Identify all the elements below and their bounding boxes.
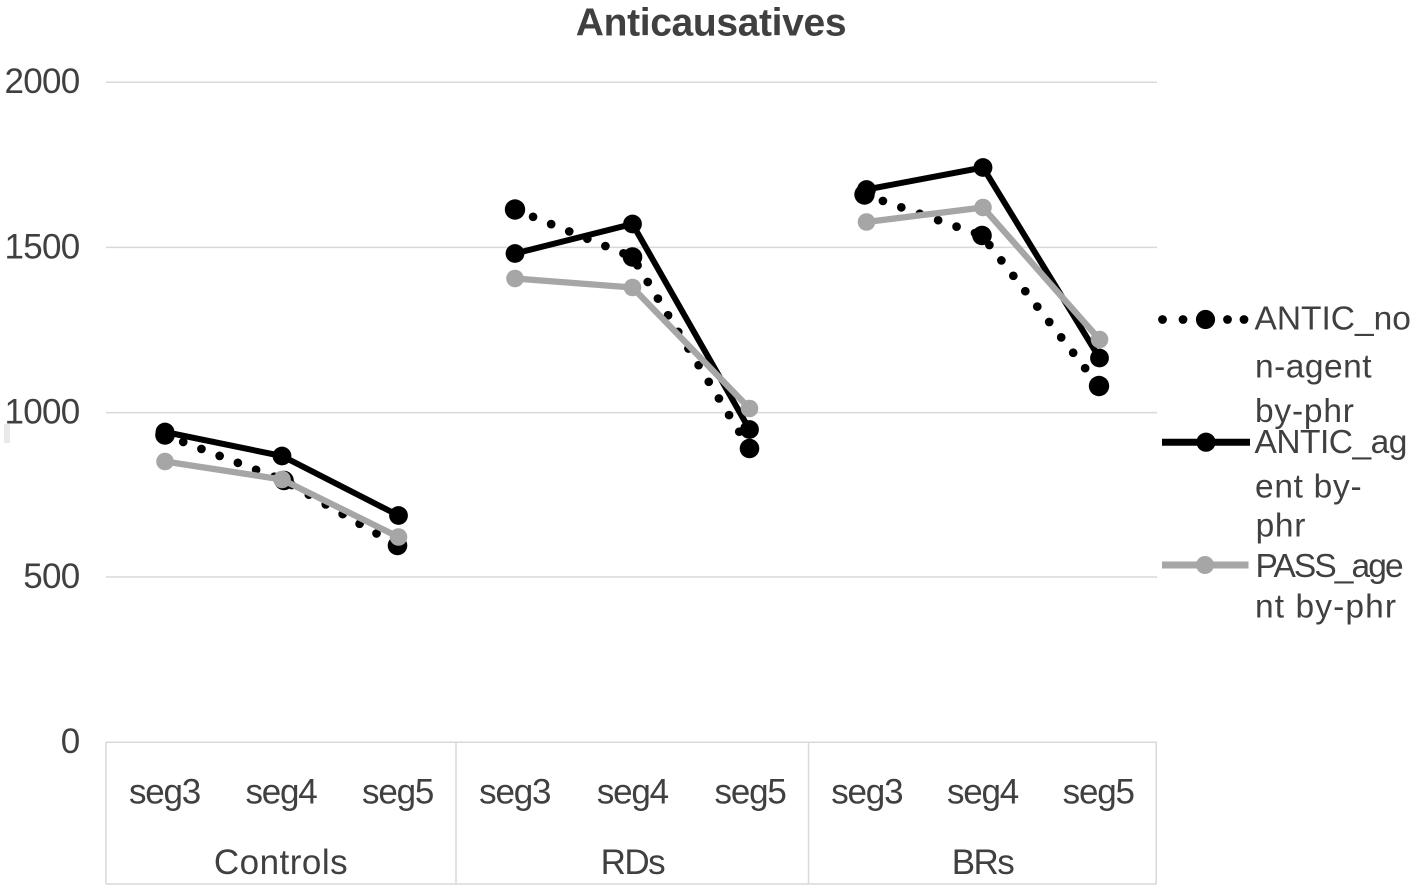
svg-text:1500: 1500 [4, 227, 79, 266]
svg-text:500: 500 [23, 557, 80, 596]
svg-text:seg3: seg3 [479, 773, 550, 812]
svg-text:ANTIC_ag: ANTIC_ag [1255, 424, 1407, 461]
svg-text:RDs: RDs [601, 843, 666, 882]
svg-text:BRs: BRs [952, 843, 1015, 882]
svg-text:Controls: Controls [214, 843, 348, 882]
svg-text:nt by-phr: nt by-phr [1255, 589, 1397, 626]
svg-text:seg4: seg4 [245, 773, 317, 812]
svg-text:seg4: seg4 [947, 773, 1019, 812]
svg-text:1000: 1000 [4, 393, 79, 432]
svg-text:phr: phr [1256, 508, 1307, 545]
svg-text:seg4: seg4 [597, 773, 669, 812]
svg-text:seg3: seg3 [831, 773, 902, 812]
svg-text:ANTIC_no: ANTIC_no [1255, 300, 1411, 337]
svg-text:seg5: seg5 [715, 773, 786, 812]
svg-text:PASS_age: PASS_age [1256, 548, 1403, 585]
svg-text:0: 0 [61, 722, 80, 761]
svg-text:2000: 2000 [4, 62, 79, 101]
svg-text:by-phr: by-phr [1255, 393, 1355, 430]
svg-text:Anticausatives: Anticausatives [576, 2, 846, 45]
svg-text:seg5: seg5 [1063, 773, 1134, 812]
svg-text:n-agent: n-agent [1255, 349, 1372, 386]
svg-text:ent by-: ent by- [1255, 468, 1362, 505]
svg-text:seg3: seg3 [129, 773, 200, 812]
svg-text:seg5: seg5 [362, 773, 433, 812]
